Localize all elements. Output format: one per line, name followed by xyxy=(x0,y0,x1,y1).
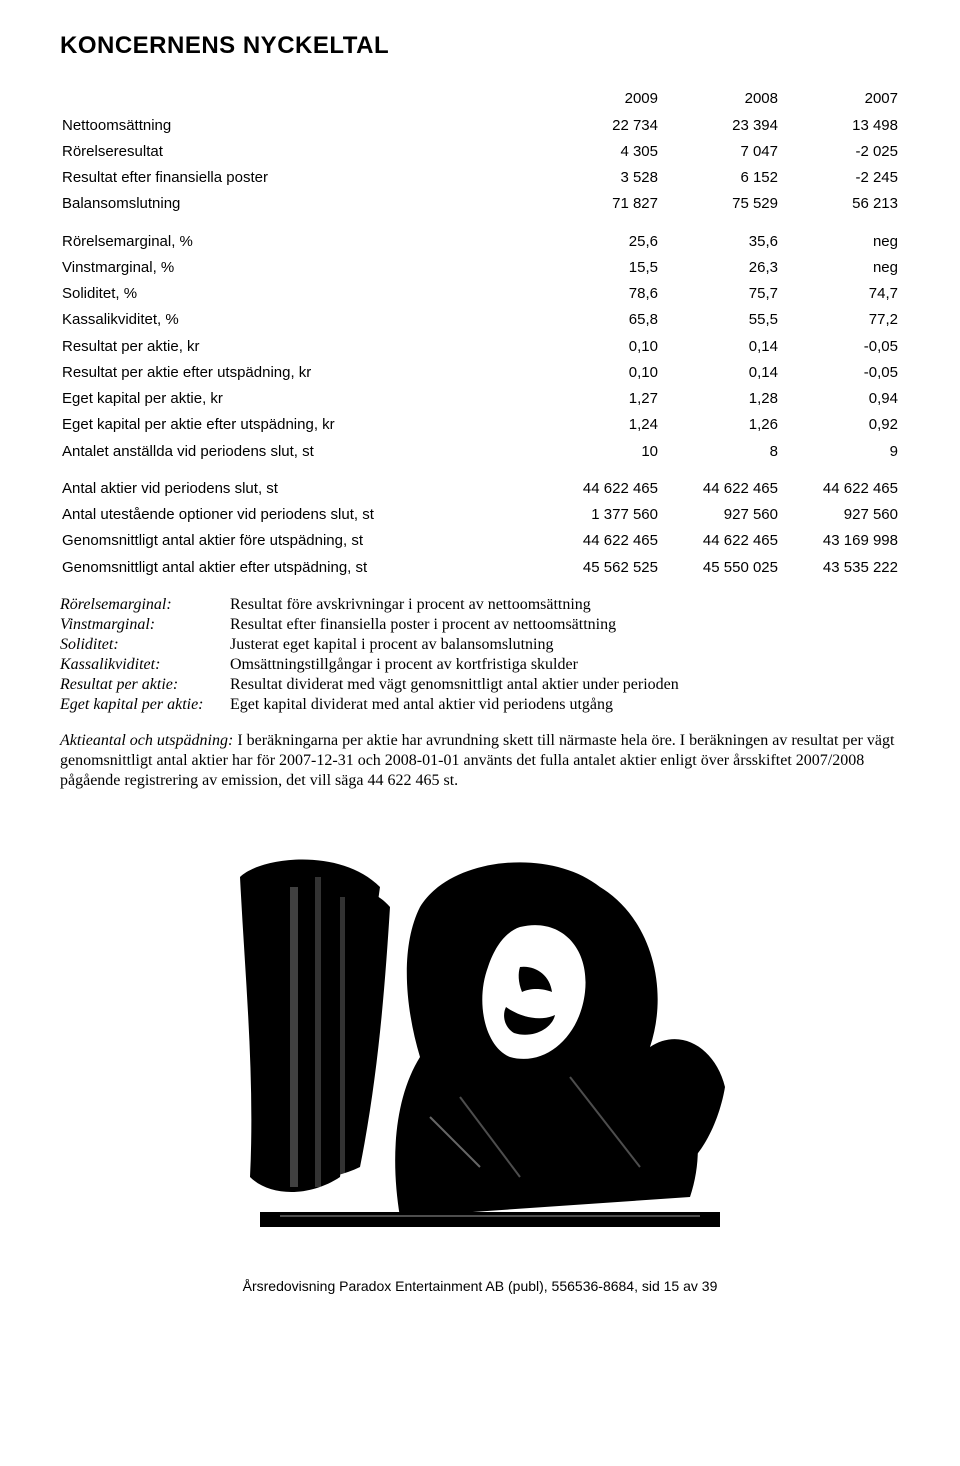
col-2008: 2008 xyxy=(660,86,780,112)
def-term: Rörelsemarginal: xyxy=(60,595,230,615)
table-row: Resultat efter finansiella poster3 5286 … xyxy=(60,165,900,191)
footnote-paragraph: Aktieantal och utspädning: I beräkningar… xyxy=(60,731,900,791)
table-row: Nettoomsättning22 73423 39413 498 xyxy=(60,113,900,139)
def-text: Eget kapital dividerat med antal aktier … xyxy=(230,695,900,715)
table-row: Balansomslutning71 82775 52956 213 xyxy=(60,191,900,217)
table-row: Rörelsemarginal, %25,635,6neg xyxy=(60,218,900,255)
note-lead: Aktieantal och utspädning: xyxy=(60,732,233,749)
def-text: Resultat före avskrivningar i procent av… xyxy=(230,595,900,615)
col-2009: 2009 xyxy=(540,86,660,112)
def-term: Eget kapital per aktie: xyxy=(60,695,230,715)
def-text: Resultat efter finansiella poster i proc… xyxy=(230,615,900,635)
illustration-icon xyxy=(220,817,740,1237)
table-row: Eget kapital per aktie efter utspädning,… xyxy=(60,412,900,438)
def-text: Resultat dividerat med vägt genomsnittli… xyxy=(230,675,900,695)
table-row: Rörelseresultat4 3057 047-2 025 xyxy=(60,139,900,165)
table-row: Antal utestående optioner vid periodens … xyxy=(60,502,900,528)
table-row: Resultat per aktie, kr0,100,14-0,05 xyxy=(60,334,900,360)
def-term: Soliditet: xyxy=(60,635,230,655)
table-row: Soliditet, %78,675,774,7 xyxy=(60,281,900,307)
def-text: Justerat eget kapital i procent av balan… xyxy=(230,635,900,655)
page-footer: Årsredovisning Paradox Entertainment AB … xyxy=(60,1277,900,1296)
table-row: Vinstmarginal, %15,526,3neg xyxy=(60,255,900,281)
table-row: Resultat per aktie efter utspädning, kr0… xyxy=(60,360,900,386)
key-figures-table: 2009 2008 2007 Nettoomsättning22 73423 3… xyxy=(60,86,900,581)
page-title: KONCERNENS NYCKELTAL xyxy=(60,30,900,62)
table-row: Antalet anställda vid periodens slut, st… xyxy=(60,439,900,465)
table-row: Antal aktier vid periodens slut, st44 62… xyxy=(60,465,900,502)
table-row: Genomsnittligt antal aktier före utspädn… xyxy=(60,528,900,554)
def-term: Kassalikviditet: xyxy=(60,655,230,675)
table-row: Genomsnittligt antal aktier efter utspäd… xyxy=(60,555,900,581)
def-text: Omsättningstillgångar i procent av kortf… xyxy=(230,655,900,675)
col-2007: 2007 xyxy=(780,86,900,112)
table-row: Eget kapital per aktie, kr1,271,280,94 xyxy=(60,386,900,412)
definitions-block: Rörelsemarginal:Resultat före avskrivnin… xyxy=(60,595,900,715)
table-row: Kassalikviditet, %65,855,577,2 xyxy=(60,307,900,333)
def-term: Vinstmarginal: xyxy=(60,615,230,635)
def-term: Resultat per aktie: xyxy=(60,675,230,695)
